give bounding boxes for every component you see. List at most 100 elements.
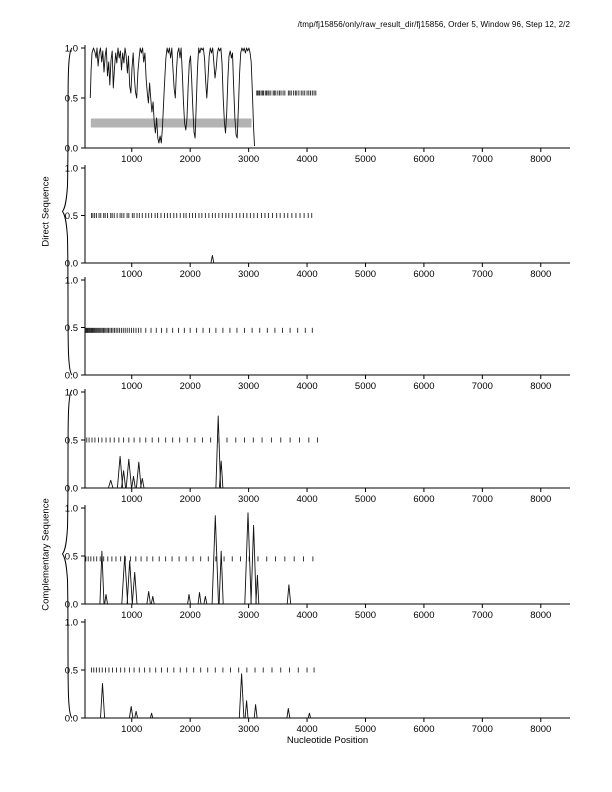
x-tick-label: 6000: [413, 610, 434, 621]
x-tick-label: 1000: [121, 154, 142, 165]
x-tick-label: 1000: [121, 724, 142, 735]
peak: [99, 550, 105, 605]
x-tick-label: 5000: [355, 381, 376, 392]
panel-complementary-frame-1: 0.0 0.5 1.0 1000 2000 3000 4000 5000 6000 7000 800…: [65, 388, 570, 505]
x-tick-label: 1000: [121, 610, 142, 621]
probability-curve: [89, 47, 255, 147]
peak: [286, 707, 291, 719]
peak: [100, 682, 106, 719]
y-tick-label: 0.5: [65, 666, 78, 677]
peak: [211, 515, 219, 605]
x-tick-label: 4000: [296, 154, 317, 165]
complementary-group-brace: [61, 389, 73, 719]
x-tick-label: 4000: [296, 610, 317, 621]
x-tick-label: 6000: [413, 381, 434, 392]
peak: [238, 673, 245, 719]
peak: [104, 593, 108, 605]
peak: [255, 574, 260, 605]
x-tick-label: 2000: [180, 610, 201, 621]
x-tick-label: 1000: [121, 381, 142, 392]
peak: [149, 712, 154, 719]
x-tick-label: 1000: [121, 269, 142, 280]
x-tick-label: 7000: [472, 724, 493, 735]
peak: [286, 584, 292, 605]
y-tick-label: 0.5: [65, 211, 78, 222]
x-tick-label: 8000: [530, 381, 551, 392]
x-tick-label: 1000: [121, 494, 142, 505]
x-tick-label: 8000: [530, 494, 551, 505]
x-tick-label: 5000: [355, 154, 376, 165]
y-tick-label: 0.0: [65, 144, 78, 155]
x-tick-label: 6000: [413, 494, 434, 505]
peak: [250, 524, 257, 605]
peak: [135, 461, 142, 489]
x-tick-label: 8000: [530, 269, 551, 280]
peak: [150, 595, 155, 605]
peak: [140, 477, 145, 489]
x-tick-label: 7000: [472, 381, 493, 392]
peak: [125, 458, 132, 489]
panel-complementary-frame-2: 0.0 0.5 1.0 1000 2000 3000 4000 5000 6000 7000 800…: [65, 504, 570, 621]
peak: [244, 700, 249, 719]
peak: [107, 479, 114, 489]
y-tick-label: 0.5: [65, 323, 78, 334]
x-tick-label: 3000: [238, 154, 259, 165]
y-tick-label: 0.0: [65, 484, 78, 495]
x-tick-label: 2000: [180, 269, 201, 280]
peak: [187, 593, 191, 605]
panel-direct-frame-3: 0.0 0.5 1.0 1000 2000 3000 4000 5000 6000 7000 800…: [65, 276, 570, 392]
y-tick-label: 0.5: [65, 436, 78, 447]
figure-title: /tmp/fj15856/only/raw_result_dir/fj15856…: [297, 20, 570, 29]
peak: [218, 460, 224, 489]
x-tick-label: 5000: [355, 269, 376, 280]
x-tick-label: 3000: [238, 269, 259, 280]
peak: [146, 591, 151, 605]
x-tick-label: 3000: [238, 610, 259, 621]
y-tick-label: 0.5: [65, 552, 78, 563]
peak: [131, 571, 138, 605]
x-tick-label: 8000: [530, 724, 551, 735]
y-tick-label: 1.0: [65, 276, 78, 287]
direct-group-brace: [61, 47, 73, 376]
peak: [244, 512, 252, 605]
x-tick-label: 6000: [413, 269, 434, 280]
peak: [307, 712, 312, 719]
y-tick-label: 0.0: [65, 714, 78, 725]
peak: [253, 704, 258, 719]
panel-complementary-frame-3: 0.0 0.5 1.0 1000 2000 3000 4000 5000 6000 7000 800…: [65, 618, 570, 735]
peak: [126, 560, 133, 605]
y-tick-label: 1.0: [65, 388, 78, 399]
x-tick-label: 7000: [472, 494, 493, 505]
peak: [197, 592, 202, 605]
y-tick-label: 0.0: [65, 371, 78, 382]
peak: [121, 470, 127, 489]
x-tick-label: 2000: [180, 494, 201, 505]
coding-region-bar: [90, 118, 252, 128]
peak: [134, 710, 139, 719]
y-tick-label: 0.0: [65, 259, 78, 270]
x-tick-label: 3000: [238, 724, 259, 735]
y-tick-label: 1.0: [65, 504, 78, 515]
x-tick-label: 5000: [355, 610, 376, 621]
peak: [121, 555, 129, 605]
peak: [131, 476, 136, 489]
x-tick-label: 3000: [238, 381, 259, 392]
y-tick-label: 0.0: [65, 600, 78, 611]
x-tick-label: 2000: [180, 381, 201, 392]
peak: [203, 595, 208, 605]
x-tick-label: 2000: [180, 154, 201, 165]
x-axis-label: Nucleotide Position: [286, 735, 369, 746]
peak: [116, 455, 124, 489]
x-tick-label: 6000: [413, 154, 434, 165]
x-tick-label: 4000: [296, 381, 317, 392]
x-tick-label: 4000: [296, 724, 317, 735]
x-tick-label: 7000: [472, 269, 493, 280]
peak: [128, 706, 134, 719]
x-tick-label: 8000: [530, 154, 551, 165]
peak: [215, 415, 222, 489]
x-tick-label: 5000: [355, 724, 376, 735]
peak: [210, 254, 215, 264]
